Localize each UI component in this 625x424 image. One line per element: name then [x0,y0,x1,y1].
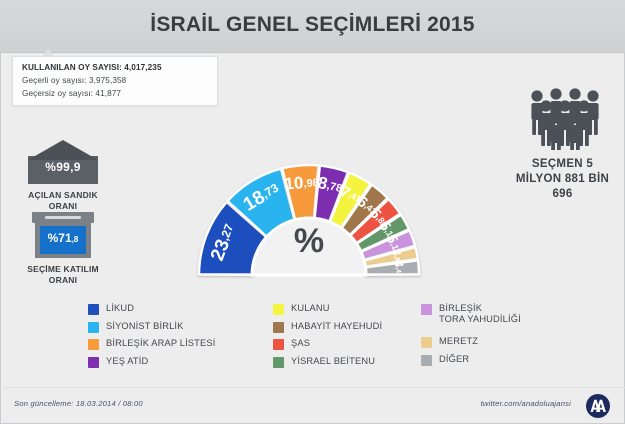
participation-value: %71,8 [47,231,79,245]
chart-center-hole [250,216,368,277]
chart-slice-label: 3,89 [389,247,406,266]
legend-color-swatch [273,356,284,368]
legend-item[interactable]: BİRLEŞİK TORA YAHUDİLİĞİ [421,303,561,325]
stat-voters: SEÇMEN 5 MİLYON 881 BİN 696 [510,88,615,202]
legend-color-swatch [421,354,432,366]
legend-color-swatch [88,321,99,333]
last-update-label: Son güncelleme: 18.03.2014 / 08:00 [14,399,143,408]
ballot-box-icon: %71,8 [32,212,94,258]
legend-color-swatch [273,304,284,315]
voters-caption: SEÇMEN 5 MİLYON 881 BİN 696 [515,158,610,200]
legend-column-1: LİKUD SİYONİST BİRLİK BİRLEŞİK ARAP LİSTES… [88,303,263,373]
legend-item-label: KULANU [291,303,330,313]
callout-notch [41,49,55,57]
legend-color-swatch [421,337,432,348]
legend-item-label: HABAYİT HAYEHUDİ [291,320,383,331]
legend-item-label: MERETZ [439,336,479,346]
twitter-handle-link[interactable]: twitter.com/anadoluajansi [480,399,571,408]
people-group-icon [530,88,599,150]
chart-slice-label: 8,78 [316,173,344,197]
header-bar: İSRAİL GENEL SEÇİMLERİ 2015 [0,0,625,53]
percent-symbol: % [293,222,325,260]
legend-color-swatch [421,304,432,315]
legend-item[interactable]: YEŞ ATİD [88,356,263,368]
legend-item-label: BİRLEŞİK TORA YAHUDİLİĞİ [439,303,521,324]
svg-text:4,47: 4,47 [392,260,407,277]
legend-item-label: SİYONİST BİRLİK [106,320,184,331]
legend-item-label: BİRLEŞİK ARAP LİSTESİ [106,338,216,348]
participation-caption: SEÇİME KATILIM ORANI [27,264,99,285]
stat-opened-boxes: %99,9 AÇILAN SANDIK ORANI [16,140,110,212]
legend-color-swatch [273,339,284,350]
legend-item-label: YEŞ ATİD [106,355,149,366]
chart-slice-label: 4,47 [392,260,407,277]
half-donut-chart: 23,27 18,73 10,98 8,78 7,41 6,41 5,80 5,17 5,16 3… [118,82,500,282]
legend-item-label: ŞAS [291,338,311,348]
legend-color-swatch [273,321,284,333]
legend-column-3: BİRLEŞİK TORA YAHUDİLİĞİ MERETZ DİĞER [421,303,561,371]
svg-text:3,89: 3,89 [389,247,406,266]
legend-item[interactable]: HABAYİT HAYEHUDİ [273,321,413,333]
chart-legend: LİKUD SİYONİST BİRLİK BİRLEŞİK ARAP LİSTES… [88,303,558,379]
legend-item-label: DİĞER [439,353,470,364]
vote-summary-box: KULLANILAN OY SAYISI: 4,017,235 Geçerli … [12,49,218,106]
legend-column-2: KULANU HABAYİT HAYEHUDİ ŞAS YİSRAEL BEİTENU [273,303,413,373]
legend-item[interactable]: DİĞER [421,354,561,366]
legend-item[interactable]: MERETZ [421,336,561,348]
legend-item[interactable]: BİRLEŞİK ARAP LİSTESİ [88,338,263,350]
legend-item[interactable]: SİYONİST BİRLİK [88,321,263,333]
footer-bar: Son güncelleme: 18.03.2014 / 08:00 twitt… [0,387,625,424]
stat-participation: %71,8 SEÇİME KATILIM ORANI [16,212,110,286]
legend-color-swatch [88,304,99,315]
aa-logo-icon [586,394,610,418]
opened-boxes-caption: AÇILAN SANDIK ORANI [28,190,98,211]
legend-item[interactable]: ŞAS [273,338,413,350]
envelope-icon: %99,9 [28,140,98,184]
page-title: İSRAİL GENEL SEÇİMLERİ 2015 [150,13,475,36]
ballot-slot-icon [45,216,81,219]
invalid-votes-label: Geçersiz oy sayısı: 41,877 [22,89,122,98]
legend-item[interactable]: YİSRAEL BEİTENU [273,356,413,368]
svg-text:8,78: 8,78 [316,173,344,197]
legend-item[interactable]: KULANU [273,303,413,315]
legend-color-swatch [88,356,99,368]
legend-item-label: YİSRAEL BEİTENU [291,355,376,366]
legend-color-swatch [88,339,99,350]
svg-text:10,98: 10,98 [284,172,320,194]
chart-slice-label: 10,98 [284,172,320,194]
opened-boxes-value: %99,9 [45,160,81,174]
legend-item[interactable]: LİKUD [88,303,263,315]
legend-item-label: LİKUD [106,303,135,313]
total-votes-label: KULLANILAN OY SAYISI: 4,017,235 [22,63,162,72]
valid-votes-label: Geçerli oy sayısı: 3,975,358 [22,76,127,85]
